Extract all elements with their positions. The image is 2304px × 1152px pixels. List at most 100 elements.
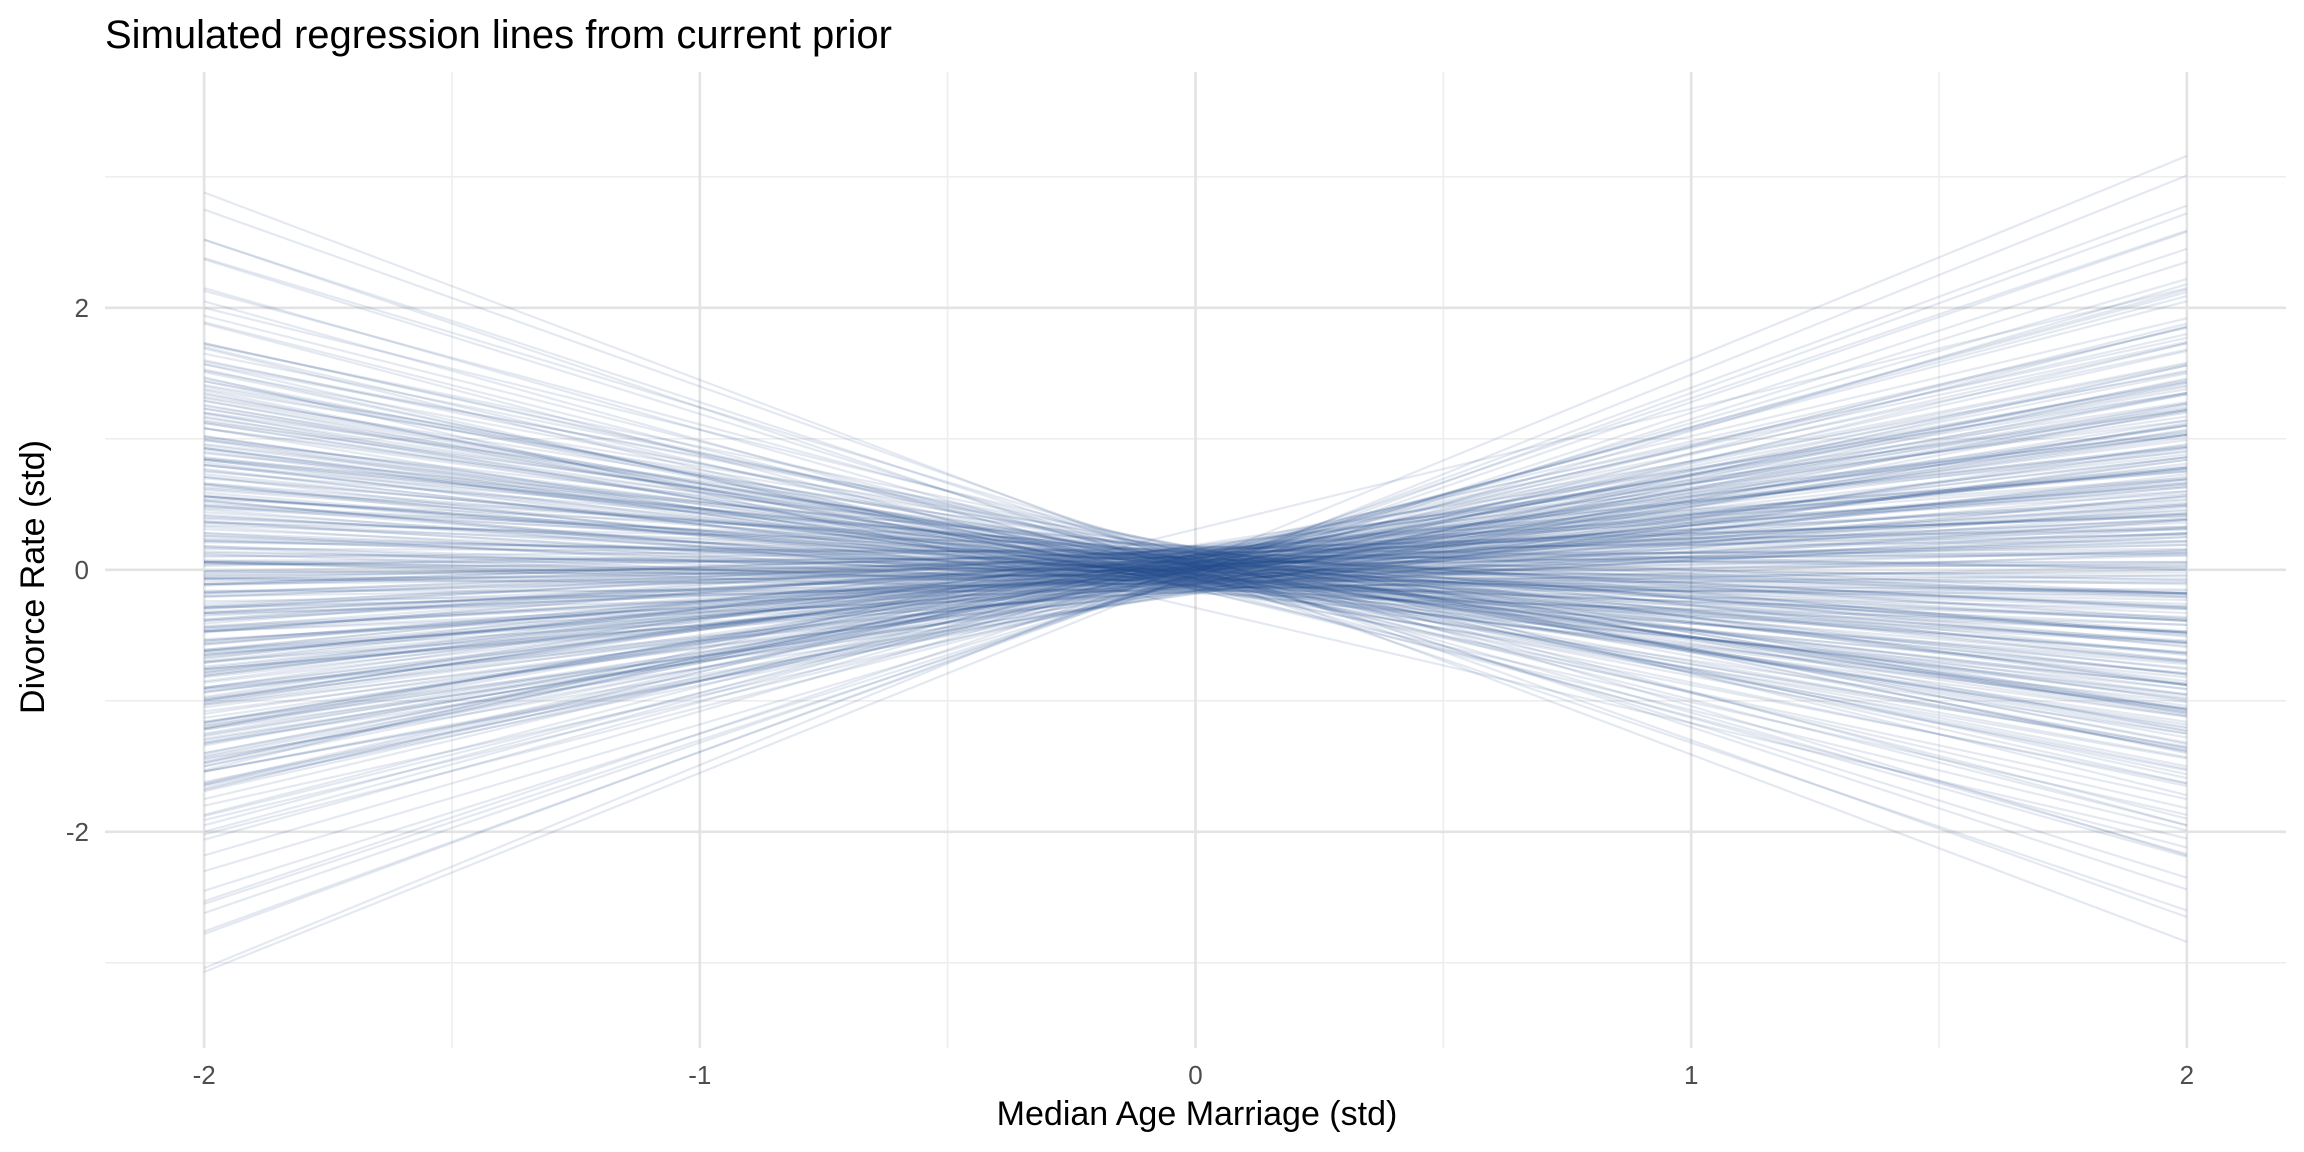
regression-line xyxy=(204,525,2187,628)
regression-line xyxy=(203,411,2188,723)
regression-line xyxy=(204,494,2187,691)
regression-line xyxy=(203,422,2188,760)
regression-line xyxy=(204,546,2187,633)
regression-line xyxy=(204,467,2187,696)
regression-line xyxy=(204,532,2187,629)
regression-line xyxy=(203,427,2188,708)
regression-line xyxy=(203,381,2188,730)
regression-line xyxy=(204,539,2187,595)
regression-line xyxy=(203,419,2188,736)
regression-line xyxy=(204,433,2187,678)
regression-line xyxy=(203,294,2188,827)
regression-line xyxy=(204,554,2187,609)
regression-line xyxy=(204,452,2187,649)
x-tick-label: 1 xyxy=(1684,1060,1698,1090)
regression-line xyxy=(203,411,2188,760)
regression-line xyxy=(203,154,2188,970)
regression-line xyxy=(204,543,2187,578)
regression-line xyxy=(204,504,2187,633)
regression-line xyxy=(203,427,2188,750)
regression-line xyxy=(204,535,2187,633)
regression-line xyxy=(203,385,2188,739)
regression-line xyxy=(203,363,2188,733)
regression-line xyxy=(203,377,2188,784)
regression-line xyxy=(203,436,2188,696)
regression-line xyxy=(203,346,2188,810)
regression-line xyxy=(203,422,2188,729)
x-axis-tick-labels: -2 -1 0 1 2 xyxy=(193,1060,2195,1090)
y-axis-title: Divorce Rate (std) xyxy=(14,440,52,714)
regression-line xyxy=(203,342,2188,790)
regression-line xyxy=(203,456,2188,731)
regression-line xyxy=(203,314,2188,820)
regression-line xyxy=(204,524,2187,595)
regression-line xyxy=(204,507,2187,609)
regression-line xyxy=(204,520,2187,623)
regression-line xyxy=(204,457,2187,638)
regression-line xyxy=(203,446,2188,727)
regression-line xyxy=(204,431,2187,675)
regression-line xyxy=(203,404,2188,717)
regression-line xyxy=(203,384,2188,727)
regression-line xyxy=(204,562,2187,581)
regression-line xyxy=(204,482,2187,679)
regression-line xyxy=(204,518,2187,663)
regression-line xyxy=(204,458,2187,697)
regression-line xyxy=(204,559,2187,599)
regression-line xyxy=(204,532,2187,645)
regression-line xyxy=(203,446,2188,701)
regression-line xyxy=(203,380,2188,755)
regression-line xyxy=(204,463,2187,687)
regression-line xyxy=(203,458,2188,713)
regression-line xyxy=(203,348,2188,765)
x-tick-label: 2 xyxy=(2180,1060,2194,1090)
regression-line xyxy=(204,495,2187,634)
regression-line xyxy=(204,528,2187,567)
regression-line xyxy=(204,497,2187,595)
regression-line xyxy=(203,370,2188,730)
regression-line xyxy=(203,378,2188,759)
regression-line xyxy=(204,499,2187,685)
regression-line xyxy=(204,577,2187,596)
regression-line xyxy=(204,554,2187,578)
regression-line xyxy=(204,508,2187,642)
y-tick-label: 2 xyxy=(75,293,89,323)
regression-line xyxy=(203,393,2188,752)
regression-line xyxy=(204,534,2187,595)
regression-line xyxy=(204,470,2187,625)
regression-line xyxy=(204,518,2187,605)
y-axis-tick-labels: -2 0 2 xyxy=(66,293,89,847)
regression-line xyxy=(204,539,2187,616)
regression-line xyxy=(204,515,2187,586)
regression-line xyxy=(204,511,2187,634)
regression-line xyxy=(204,475,2187,693)
x-axis-title: Median Age Marriage (std) xyxy=(997,1095,1398,1133)
regression-line xyxy=(204,512,2187,599)
y-tick-label: -2 xyxy=(66,817,89,847)
simulated-lines xyxy=(203,154,2188,974)
regression-line xyxy=(203,347,2188,832)
regression-line xyxy=(203,397,2188,735)
regression-line xyxy=(204,488,2187,633)
regression-line xyxy=(203,393,2188,773)
y-tick-label: 0 xyxy=(75,555,89,585)
regression-line xyxy=(203,238,2188,891)
regression-line xyxy=(203,415,2188,748)
regression-line xyxy=(204,477,2187,647)
regression-line xyxy=(203,420,2188,685)
regression-line xyxy=(204,517,2187,599)
regression-line xyxy=(203,342,2188,780)
regression-line xyxy=(203,395,2188,713)
regression-line xyxy=(204,504,2187,623)
regression-line xyxy=(204,505,2187,671)
regression-line xyxy=(204,482,2187,674)
x-tick-label: 0 xyxy=(1188,1060,1202,1090)
regression-line xyxy=(203,399,2188,733)
regression-line xyxy=(204,550,2187,595)
regression-line xyxy=(204,553,2187,619)
regression-line xyxy=(204,518,2187,653)
regression-line xyxy=(204,551,2187,575)
regression-line xyxy=(204,499,2187,675)
regression-line xyxy=(204,526,2187,587)
regression-line xyxy=(204,503,2187,611)
